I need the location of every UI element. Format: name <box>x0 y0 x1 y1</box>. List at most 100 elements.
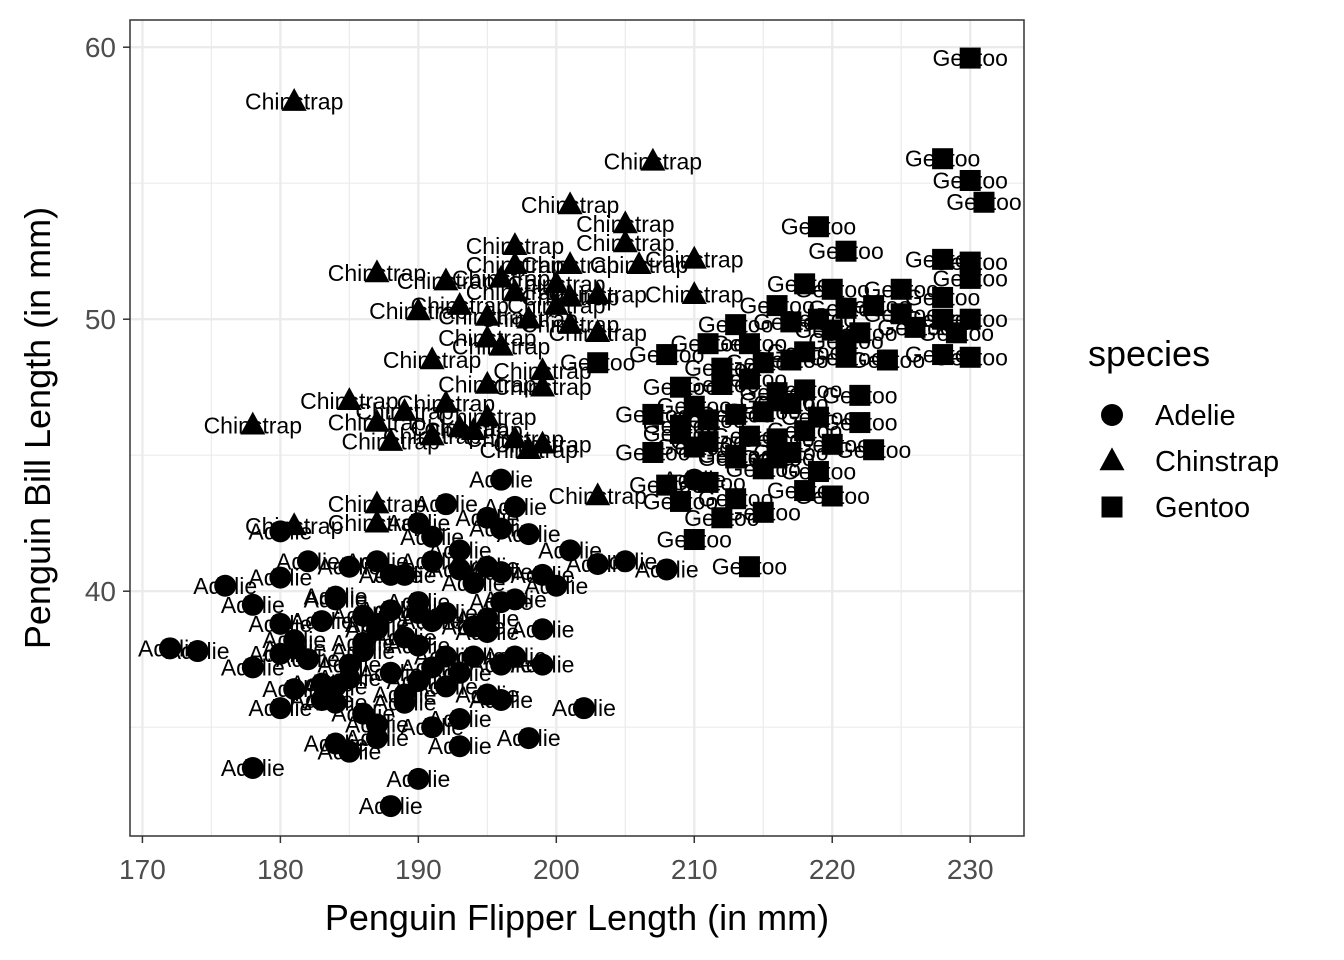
adelie-point <box>269 612 292 635</box>
adelie-point-label: Adelie <box>345 711 409 737</box>
x-tick-label: 200 <box>533 854 580 885</box>
gentoo-point-label: Gentoo <box>836 437 911 463</box>
adelie-point-label: Adelie <box>373 690 437 716</box>
chinstrap-point-label: Chinstrap <box>369 298 467 324</box>
gentoo-point-label: Gentoo <box>836 293 911 319</box>
adelie-point-label: Adelie <box>304 584 368 610</box>
adelie-point-label: Adelie <box>221 654 285 680</box>
gentoo-point-label: Gentoo <box>698 401 773 427</box>
adelie-point-label: Adelie <box>593 548 657 574</box>
adelie-point <box>365 550 388 573</box>
gentoo-point-label: Gentoo <box>781 214 856 240</box>
adelie-point-label: Adelie <box>497 725 561 751</box>
gentoo-point <box>725 488 747 510</box>
gentoo-point-label: Gentoo <box>905 284 980 310</box>
adelie-point-label: Adelie <box>511 616 575 642</box>
gentoo-point <box>725 314 747 336</box>
adelie-point <box>490 653 513 676</box>
gentoo-point <box>932 248 954 270</box>
chinstrap-point <box>447 291 473 315</box>
adelie-point-label: Adelie <box>221 755 285 781</box>
adelie-point-label: Adelie <box>552 695 616 721</box>
gentoo-point-label: Gentoo <box>767 418 842 444</box>
chinstrap-point-label: Chinstrap <box>590 252 688 278</box>
gentoo-point-label: Gentoo <box>657 527 732 553</box>
gentoo-point-label: Gentoo <box>739 426 814 452</box>
gentoo-point-label: Gentoo <box>643 374 718 400</box>
adelie-point-label: Adelie <box>400 548 464 574</box>
gentoo-point-label: Gentoo <box>643 488 718 514</box>
adelie-point-label: Adelie <box>262 627 326 653</box>
adelie-point <box>365 713 388 736</box>
plot-border <box>129 19 1025 837</box>
gentoo-point <box>780 311 802 333</box>
gentoo-point-label: Gentoo <box>684 371 759 397</box>
chinstrap-point <box>433 389 459 413</box>
chinstrap-point-label: Chinstrap <box>521 192 619 218</box>
adelie-point-label: Adelie <box>386 589 450 615</box>
chinstrap-point <box>364 490 390 514</box>
chinstrap-point <box>502 232 528 255</box>
adelie-point-label: Adelie <box>331 701 395 727</box>
gentoo-point <box>669 376 691 398</box>
gentoo-point <box>835 330 857 352</box>
adelie-point-label: Adelie <box>290 671 354 697</box>
chinstrap-point-label: Chinstrap <box>645 246 743 272</box>
adelie-point <box>448 558 471 581</box>
gentoo-point-label: Gentoo <box>670 331 745 357</box>
adelie-point-label: Adelie <box>345 725 409 751</box>
chinstrap-point-label: Chinstrap <box>576 211 674 237</box>
adelie-point <box>572 697 595 720</box>
gentoo-point <box>711 507 733 529</box>
adelie-point <box>241 656 264 679</box>
gentoo-point <box>959 267 981 289</box>
adelie-point-label: Adelie <box>455 505 519 531</box>
chinstrap-point <box>502 251 528 275</box>
adelie-point-label: Adelie <box>386 510 450 536</box>
adelie-point <box>490 689 513 711</box>
adelie-point-label: Adelie <box>414 491 478 517</box>
adelie-point-label: Adelie <box>317 739 381 765</box>
chinstrap-point <box>405 297 431 321</box>
gentoo-point-label: Gentoo <box>808 238 883 264</box>
adelie-point-label: Adelie <box>166 638 230 664</box>
adelie-point <box>503 588 526 611</box>
chinstrap-point-label: Chinstrap <box>383 423 481 449</box>
adelie-point-label: Adelie <box>317 665 381 691</box>
legend-title: species <box>1088 333 1210 374</box>
gentoo-point-label: Gentoo <box>932 45 1007 71</box>
gentoo-point <box>835 297 857 319</box>
chinstrap-point <box>681 281 707 304</box>
chinstrap-point-label: Chinstrap <box>466 426 564 452</box>
legend-label-gentoo: Gentoo <box>1155 492 1250 524</box>
adelie-point <box>310 610 333 633</box>
y-axis: 40 50 60 <box>85 32 130 607</box>
chinstrap-point <box>378 427 404 451</box>
gentoo-point-label: Gentoo <box>877 314 952 340</box>
chinstrap-point <box>240 411 266 435</box>
adelie-point <box>462 615 485 638</box>
gentoo-point-label: Gentoo <box>767 377 842 403</box>
gentoo-point <box>890 278 912 300</box>
gentoo-point <box>642 441 664 463</box>
gentoo-point <box>794 480 816 502</box>
adelie-point-label: Adelie <box>345 611 409 637</box>
gentoo-point-label: Gentoo <box>753 309 828 335</box>
adelie-point <box>407 669 430 692</box>
gentoo-point-label: Gentoo <box>698 445 773 471</box>
adelie-point <box>655 558 678 581</box>
gentoo-point-label: Gentoo <box>698 312 773 338</box>
gentoo-point <box>656 344 678 366</box>
chinstrap-point <box>543 270 569 294</box>
adelie-point-label: Adelie <box>359 597 423 623</box>
gentoo-point-label: Gentoo <box>808 344 883 370</box>
chinstrap-point-label: Chinstrap <box>548 282 646 308</box>
gentoo-point-label: Gentoo <box>726 499 801 525</box>
chinstrap-point-label: Chinstrap <box>548 483 646 509</box>
gentoo-point-label: Gentoo <box>808 295 883 321</box>
gentoo-point <box>959 251 981 273</box>
chinstrap-point <box>474 370 500 394</box>
adelie-point <box>393 626 416 649</box>
gentoo-point <box>738 333 760 355</box>
adelie-point-label: Adelie <box>345 616 409 642</box>
